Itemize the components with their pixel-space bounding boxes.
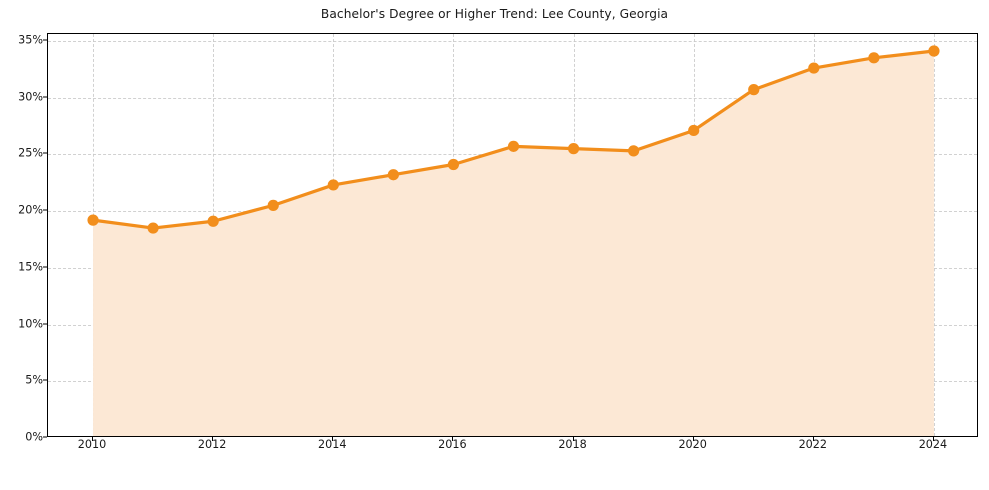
x-axis-tick-label: 2022 bbox=[798, 438, 828, 451]
y-axis-tick-mark bbox=[43, 323, 47, 325]
x-axis-tick-mark bbox=[332, 437, 334, 441]
data-point-marker bbox=[868, 52, 880, 64]
y-axis-tick-mark bbox=[43, 379, 47, 381]
data-point-marker bbox=[147, 222, 159, 234]
x-axis-tick-label: 2016 bbox=[438, 438, 467, 451]
y-axis-tick-label: 35% bbox=[18, 33, 43, 47]
y-axis-tick-mark bbox=[43, 152, 47, 154]
x-axis-tick-mark bbox=[452, 437, 454, 441]
x-axis-tick-mark bbox=[572, 437, 574, 441]
data-point-marker bbox=[928, 45, 940, 57]
x-axis-tick-mark bbox=[692, 437, 694, 441]
y-axis-tick-label: 30% bbox=[18, 90, 43, 104]
y-axis-tick-label: 20% bbox=[18, 203, 43, 217]
chart-title: Bachelor's Degree or Higher Trend: Lee C… bbox=[320, 7, 669, 21]
x-axis-tick-marks bbox=[47, 437, 978, 443]
data-point-marker bbox=[87, 214, 99, 226]
y-axis-tick-mark bbox=[43, 96, 47, 98]
y-axis-tick-label: 25% bbox=[18, 146, 43, 160]
y-axis-tick-mark bbox=[43, 436, 47, 438]
y-axis-tick-label: 5% bbox=[25, 373, 43, 387]
plot-area bbox=[47, 33, 978, 437]
x-axis-tick-mark bbox=[92, 437, 94, 441]
y-axis-tick-mark bbox=[43, 266, 47, 268]
x-axis-tick-mark bbox=[212, 437, 214, 441]
y-axis-tick-label: 0% bbox=[25, 430, 43, 444]
x-axis-tick-label: 2018 bbox=[558, 438, 587, 451]
x-axis-tick-label: 2010 bbox=[77, 438, 107, 451]
data-point-marker bbox=[327, 179, 339, 191]
y-axis-tick-label: 15% bbox=[18, 260, 43, 274]
data-point-marker bbox=[688, 124, 700, 137]
data-point-marker bbox=[507, 140, 520, 152]
gridline-vertical bbox=[933, 34, 935, 436]
x-axis-tick-label: 2012 bbox=[197, 438, 227, 451]
x-axis-tick-mark bbox=[932, 437, 934, 441]
x-axis-tick-label: 2024 bbox=[918, 438, 948, 451]
series-markers bbox=[87, 45, 940, 234]
gridline-horizontal bbox=[48, 97, 977, 99]
x-axis-tick-labels: 2010 2012 2014 2016 2018 2020 2022 2024 bbox=[47, 438, 978, 478]
data-point-marker bbox=[447, 158, 460, 171]
data-point-marker bbox=[628, 145, 640, 157]
data-point-marker bbox=[567, 143, 580, 155]
data-point-marker bbox=[267, 199, 279, 211]
x-axis-tick-label: 2020 bbox=[678, 438, 707, 451]
series-area-line bbox=[87, 45, 940, 436]
gridline-horizontal bbox=[48, 40, 977, 42]
data-point-marker bbox=[207, 215, 219, 227]
data-point-marker bbox=[748, 84, 760, 96]
data-point-marker bbox=[387, 169, 399, 181]
x-axis-tick-label: 2014 bbox=[318, 438, 347, 451]
data-point-marker bbox=[808, 62, 820, 74]
x-axis-tick-mark bbox=[812, 437, 814, 441]
y-axis-tick-mark bbox=[43, 39, 47, 41]
y-axis-tick-label: 10% bbox=[18, 317, 43, 331]
y-axis-tick-mark bbox=[43, 209, 47, 211]
y-axis-tick-marks bbox=[43, 33, 48, 438]
plot-inner bbox=[48, 34, 977, 436]
series-area-fill bbox=[93, 51, 934, 436]
y-axis-tick-labels: 0% 5% 10% 15% 20% 25% 30% 35% bbox=[0, 33, 43, 443]
